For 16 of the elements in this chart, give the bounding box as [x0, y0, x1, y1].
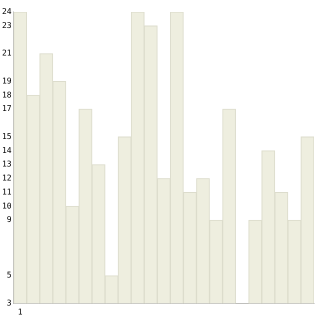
- y-tick-label: 19: [2, 76, 12, 86]
- y-tick-label: 18: [2, 90, 12, 100]
- y-tick-label: 15: [2, 132, 12, 141]
- y-tick-label: 10: [2, 201, 12, 210]
- y-tick-label: 9: [6, 215, 12, 224]
- y-tick-label: 12: [2, 174, 12, 183]
- x-tick-label: 1: [18, 307, 23, 316]
- y-tick-label: 11: [2, 187, 12, 196]
- y-tick-label: 14: [2, 146, 12, 155]
- y-tick-label: 24: [2, 7, 12, 16]
- y-tick-label: 3: [6, 298, 12, 308]
- y-tick-label: 5: [6, 270, 12, 280]
- y-tick-label: 23: [2, 20, 12, 30]
- y-tick-label: 21: [2, 48, 12, 58]
- y-tick-label: 13: [2, 160, 12, 169]
- y-tick-label: 17: [2, 104, 12, 114]
